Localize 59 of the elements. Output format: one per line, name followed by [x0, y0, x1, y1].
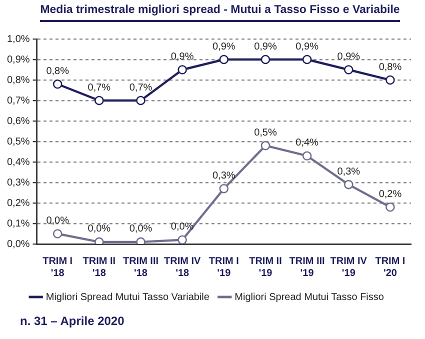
- y-tick-label: 0,0%: [6, 238, 30, 250]
- legend-label: Migliori Spread Mutui Tasso Fisso: [234, 292, 384, 303]
- data-label: 0,9%: [212, 41, 236, 52]
- point: [386, 75, 395, 85]
- data-label: 0,0%: [129, 224, 152, 235]
- point: [178, 65, 187, 74]
- data-label: 0,4%: [296, 138, 319, 149]
- x-tick-label: TRIM I '18: [42, 256, 73, 279]
- x-tick-label: TRIM II '19: [249, 256, 282, 279]
- data-label: 0,9%: [170, 52, 194, 62]
- data-label: 0,0%: [46, 216, 70, 226]
- point: [136, 237, 146, 244]
- point: [344, 180, 354, 190]
- data-label: 0,8%: [378, 62, 402, 73]
- x-tick-label: TRIM II '18: [82, 256, 116, 279]
- y-tick-label: 0,3%: [6, 177, 30, 188]
- point: [52, 79, 62, 89]
- data-label: 0,0%: [88, 224, 111, 235]
- data-label: 0,5%: [254, 127, 277, 138]
- y-tick-label: 0,9%: [6, 54, 30, 66]
- data-label: 0,8%: [46, 66, 70, 77]
- y-tick-label: 0,7%: [6, 95, 30, 106]
- point: [344, 65, 354, 74]
- text: n. 31 – Aprile 2020: [20, 314, 124, 328]
- y-tick-label: 0,5%: [6, 136, 30, 148]
- y-tick-label: 0,2%: [6, 198, 30, 209]
- y-tick-label: 0,4%: [6, 156, 30, 168]
- x-tick-label: TRIM IV '18: [164, 256, 201, 279]
- data-label: 0,3%: [212, 170, 236, 182]
- data-label: 0,7%: [129, 82, 152, 94]
- x-tick-label: TRIM I '19: [208, 256, 240, 279]
- point: [136, 96, 146, 106]
- point: [302, 54, 312, 64]
- legend-label: Migliori Spread Mutui Tasso Variabile: [46, 292, 210, 303]
- data-label: 0,7%: [88, 82, 111, 94]
- x-tick-label: TRIM III '19: [289, 256, 326, 279]
- x-tick-label: TRIM I '20: [375, 256, 406, 279]
- y-tick-label: 1,0%: [6, 34, 30, 45]
- data-label: 0,9%: [254, 41, 277, 52]
- x-tick-label: TRIM III '18: [122, 256, 159, 279]
- data-label: 0,9%: [337, 52, 360, 62]
- point: [219, 54, 229, 64]
- point: [302, 151, 312, 160]
- point: [260, 140, 270, 150]
- y-tick-label: 0,1%: [6, 218, 30, 230]
- x-tick-label: TRIM IV '19: [330, 256, 368, 279]
- chart-title: Media trimestrale migliori spread - Mutui a Tasso Fisso e Variabile: [40, 4, 400, 22]
- point: [386, 202, 395, 212]
- point: [178, 235, 187, 244]
- data-label: 0,9%: [296, 41, 319, 52]
- data-label: 0,2%: [378, 188, 402, 200]
- point: [94, 237, 104, 244]
- data-label: 0,3%: [337, 166, 360, 178]
- point: [94, 96, 104, 106]
- point: [260, 54, 270, 64]
- y-tick-label: 0,6%: [6, 116, 30, 127]
- point: [52, 229, 62, 238]
- point: [219, 184, 229, 194]
- y-tick-label: 0,8%: [6, 74, 30, 86]
